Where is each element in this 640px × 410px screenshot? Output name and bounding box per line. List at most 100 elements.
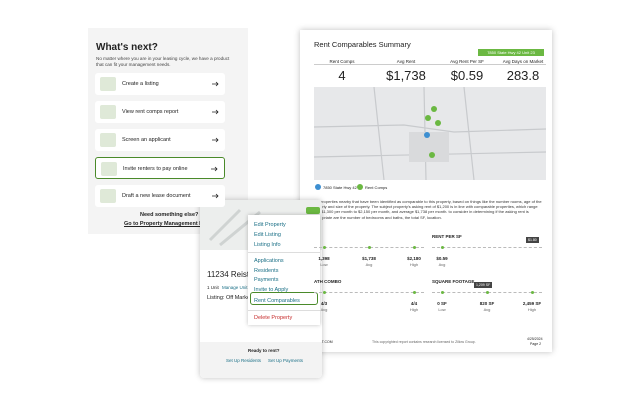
icon	[100, 77, 116, 91]
range-dot	[530, 290, 534, 294]
range-label: Low	[320, 262, 328, 267]
legend-item: 7850 State Hwy 42	[323, 185, 357, 190]
footer-site: ERENT.COM	[312, 340, 333, 344]
arrow	[212, 137, 219, 143]
report-title: Rent Comparables Summary	[314, 40, 411, 49]
manage-link[interactable]: Manage Unit	[222, 285, 248, 290]
range-dot	[412, 290, 416, 294]
range-value: $2,180	[407, 256, 421, 261]
arrow	[212, 109, 219, 115]
section-title: SQUARE FOOTAGE	[432, 279, 475, 284]
range-tag: $1.80	[526, 237, 539, 243]
range-label: High	[409, 262, 419, 267]
icon	[101, 162, 117, 176]
footer-page: Page 2	[530, 342, 542, 346]
divider	[314, 64, 546, 65]
paragraph: re 4 properties nearby that have been id…	[312, 199, 542, 220]
range-value: 4/4	[410, 301, 418, 306]
menu-divider	[248, 310, 320, 311]
item-label: Screen an applicant	[122, 137, 171, 143]
item-label: Create a listing	[122, 81, 159, 87]
legend-item: Rent Comps	[365, 185, 388, 190]
dropdown-menu: Edit Property Edit Listing Listing Info App…	[248, 215, 320, 325]
menu-item[interactable]: Edit Property	[254, 222, 286, 228]
range-dot	[440, 245, 444, 249]
footer: Need something else?	[140, 212, 199, 218]
stat-label: Avg Days on Market	[502, 59, 544, 64]
stat-label: Rent Comps	[329, 59, 355, 64]
listing-status: Listing: Off Market	[207, 295, 252, 301]
range-dot	[322, 245, 326, 249]
map	[314, 87, 546, 180]
section-title: ATH COMBO	[314, 279, 342, 284]
range-tag: 1,209 SF	[474, 282, 493, 288]
range-line	[314, 292, 424, 293]
range-value: $0.59	[436, 256, 448, 261]
stat-value: $1,738	[386, 68, 426, 83]
range-dot	[412, 245, 416, 249]
range-dot	[440, 290, 444, 294]
range-label: High	[527, 307, 537, 312]
range-label: Low	[438, 307, 446, 312]
stat-value: 4	[338, 68, 346, 83]
legend-icon	[315, 184, 321, 190]
range-value: 2,459 SF	[522, 301, 542, 306]
report-sheet	[300, 30, 552, 352]
button[interactable]: Set Up Residents	[226, 358, 262, 363]
action-item[interactable]: Invite renters to pay online	[95, 157, 225, 179]
card-footer	[200, 342, 322, 378]
range-label: Avg	[365, 262, 373, 267]
range-label: Avg	[438, 262, 446, 267]
item-label: View rent comps report	[122, 109, 179, 115]
range-value: 0 SF	[437, 301, 447, 306]
footer-date: 4/25/2024	[527, 337, 543, 341]
arrow	[211, 166, 218, 172]
menu-item[interactable]: Delete Property	[254, 315, 293, 321]
icon	[100, 105, 116, 119]
link[interactable]: Go to Property Management Hom	[124, 221, 212, 227]
action-item[interactable]: Create a listing	[95, 73, 225, 95]
range-line	[432, 247, 542, 248]
arrow	[212, 81, 219, 87]
section-title: RENT PER SF	[432, 234, 462, 239]
action-item[interactable]: Screen an applicant	[95, 129, 225, 151]
menu-item[interactable]: Edit Listing	[254, 232, 281, 238]
range-value: $1,738	[362, 256, 376, 261]
menu-divider	[248, 252, 320, 253]
action-item[interactable]: Draft a new lease document	[95, 185, 225, 207]
menu-item[interactable]: Invite to Apply	[254, 287, 289, 293]
menu-item[interactable]: Payments	[254, 277, 279, 283]
stat-value: $0.59	[450, 68, 484, 83]
arrow	[212, 193, 219, 199]
range-dot	[367, 245, 371, 249]
button[interactable]: Set Up Payments	[268, 358, 304, 363]
footer-notice: This copyrighted report contains researc…	[372, 340, 476, 344]
range-dot	[322, 290, 326, 294]
legend-icon	[357, 184, 363, 190]
subtitle: No matter where you are in your leasing …	[96, 56, 230, 67]
menu-item[interactable]: Rent Comparables	[254, 298, 300, 304]
address-tag: 7850 State Hwy 42 Unit 23	[478, 49, 544, 56]
range-value: 820 SF	[479, 301, 495, 306]
item-label: Invite renters to pay online	[123, 166, 188, 172]
menu-item[interactable]: Residents	[254, 268, 279, 274]
range-label: High	[409, 307, 419, 312]
action-item[interactable]: View rent comps report	[95, 101, 225, 123]
title: What's next?	[96, 42, 158, 53]
stat-label: Avg Rent	[396, 59, 416, 64]
range-label: Avg	[320, 307, 328, 312]
stat-value: 283.8	[506, 68, 540, 83]
units: 1 Unit	[207, 285, 219, 290]
stat-label: Avg Rent Per SF	[450, 59, 484, 64]
icon	[100, 189, 116, 203]
menu-button[interactable]	[306, 207, 320, 214]
menu-item[interactable]: Listing Info	[254, 242, 281, 248]
menu-item[interactable]: Applications	[254, 258, 284, 264]
range-label: Avg	[483, 307, 491, 312]
property-title: 11234 Reisterst	[207, 270, 263, 279]
range-value: 4/3	[320, 301, 328, 306]
icon	[100, 133, 116, 147]
item-label: Draft a new lease document	[122, 193, 191, 199]
ready: Ready to rent?	[248, 348, 280, 353]
